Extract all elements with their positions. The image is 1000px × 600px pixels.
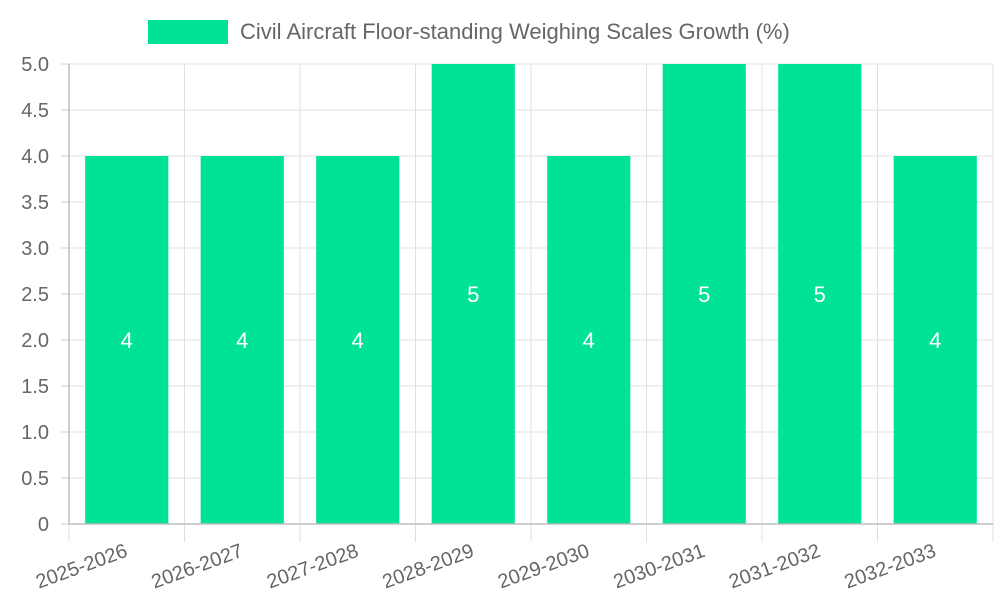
data-label: 5 [467,282,479,307]
y-tick-label: 4.5 [21,100,49,122]
data-label: 4 [121,328,133,353]
bar-2029-2030[interactable] [547,156,631,524]
x-tick-label: 2030-2031 [611,540,708,593]
data-label: 5 [814,282,826,307]
x-tick-label: 2027-2028 [264,540,361,593]
y-tick-label: 3.0 [21,238,49,260]
y-tick-label: 1.0 [21,422,49,444]
x-tick-label: 2026-2027 [149,540,246,593]
x-tick-label: 2029-2030 [495,540,592,593]
y-tick-label: 1.5 [21,376,49,398]
legend-swatch[interactable] [148,20,228,44]
y-tick-label: 2.5 [21,284,49,306]
x-tick-label: 2031-2032 [726,540,823,593]
bar-2028-2029[interactable] [431,64,515,524]
data-label: 5 [698,282,710,307]
data-label: 4 [352,328,364,353]
y-tick-label: 3.5 [21,192,49,214]
y-tick-label: 5.0 [21,54,49,76]
y-tick-label: 4.0 [21,146,49,168]
legend[interactable]: Civil Aircraft Floor-standing Weighing S… [148,19,790,44]
data-label: 4 [236,328,248,353]
x-tick-label: 2028-2029 [380,540,477,593]
data-label: 4 [929,328,941,353]
data-labels: 4 4 4 5 4 5 5 4 [121,282,942,353]
bar-2025-2026[interactable] [85,156,169,524]
y-tick-label: 2.0 [21,330,49,352]
bar-2031-2032[interactable] [778,64,862,524]
bar-2026-2027[interactable] [200,156,284,524]
bar-2030-2031[interactable] [662,64,746,524]
x-tick-label: 2032-2033 [842,540,939,593]
x-tick-label: 2025-2026 [33,540,130,593]
bar-2032-2033[interactable] [893,156,977,524]
y-tick-label: 0 [38,514,49,536]
legend-label[interactable]: Civil Aircraft Floor-standing Weighing S… [240,19,790,44]
bar-2027-2028[interactable] [316,156,400,524]
y-tick-label: 0.5 [21,468,49,490]
data-label: 4 [583,328,595,353]
bars [85,64,977,524]
